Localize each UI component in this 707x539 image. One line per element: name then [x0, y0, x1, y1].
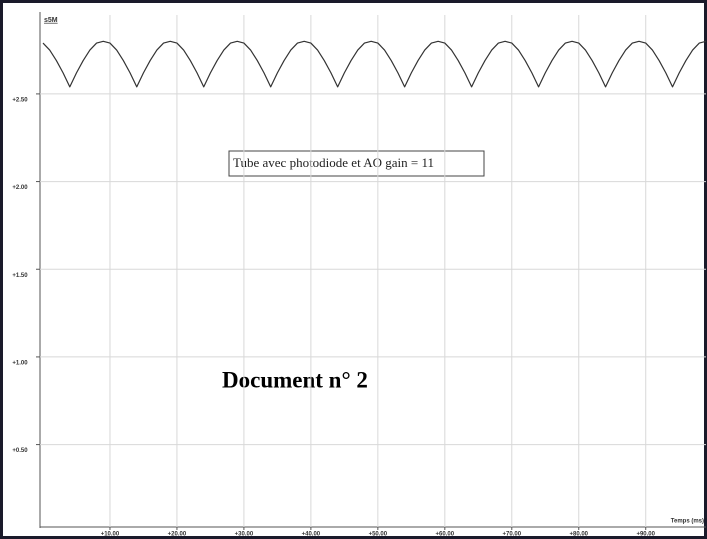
y-axis-label: s5M: [44, 17, 58, 24]
x-tick-label: +70.00: [503, 532, 522, 538]
x-tick-label: +50.00: [369, 532, 388, 538]
x-axis-label: Temps (ms): [671, 519, 704, 525]
annotation-box: [228, 150, 485, 177]
y-tick-label: +2.50: [12, 97, 28, 103]
y-tick-label: +1.50: [12, 273, 28, 279]
x-tick-label: +40.00: [302, 532, 321, 538]
series-line: [42, 40, 707, 88]
annotation: Tube avec photodiode et AO gain = 11: [233, 155, 434, 170]
x-tick-label: +10.00: [101, 532, 120, 538]
x-tick-label: +60.00: [436, 532, 455, 538]
x-tick-label: +80.00: [569, 532, 588, 538]
y-tick-label: +1.00: [12, 360, 28, 366]
y-tick-label: +0.50: [12, 448, 28, 454]
y-tick-label: +2.00: [12, 185, 28, 191]
x-tick-label: +20.00: [168, 532, 187, 538]
x-tick-label: +30.00: [235, 532, 254, 538]
document-label: Document n° 2: [222, 367, 368, 392]
x-tick-label: +90.00: [636, 532, 655, 538]
